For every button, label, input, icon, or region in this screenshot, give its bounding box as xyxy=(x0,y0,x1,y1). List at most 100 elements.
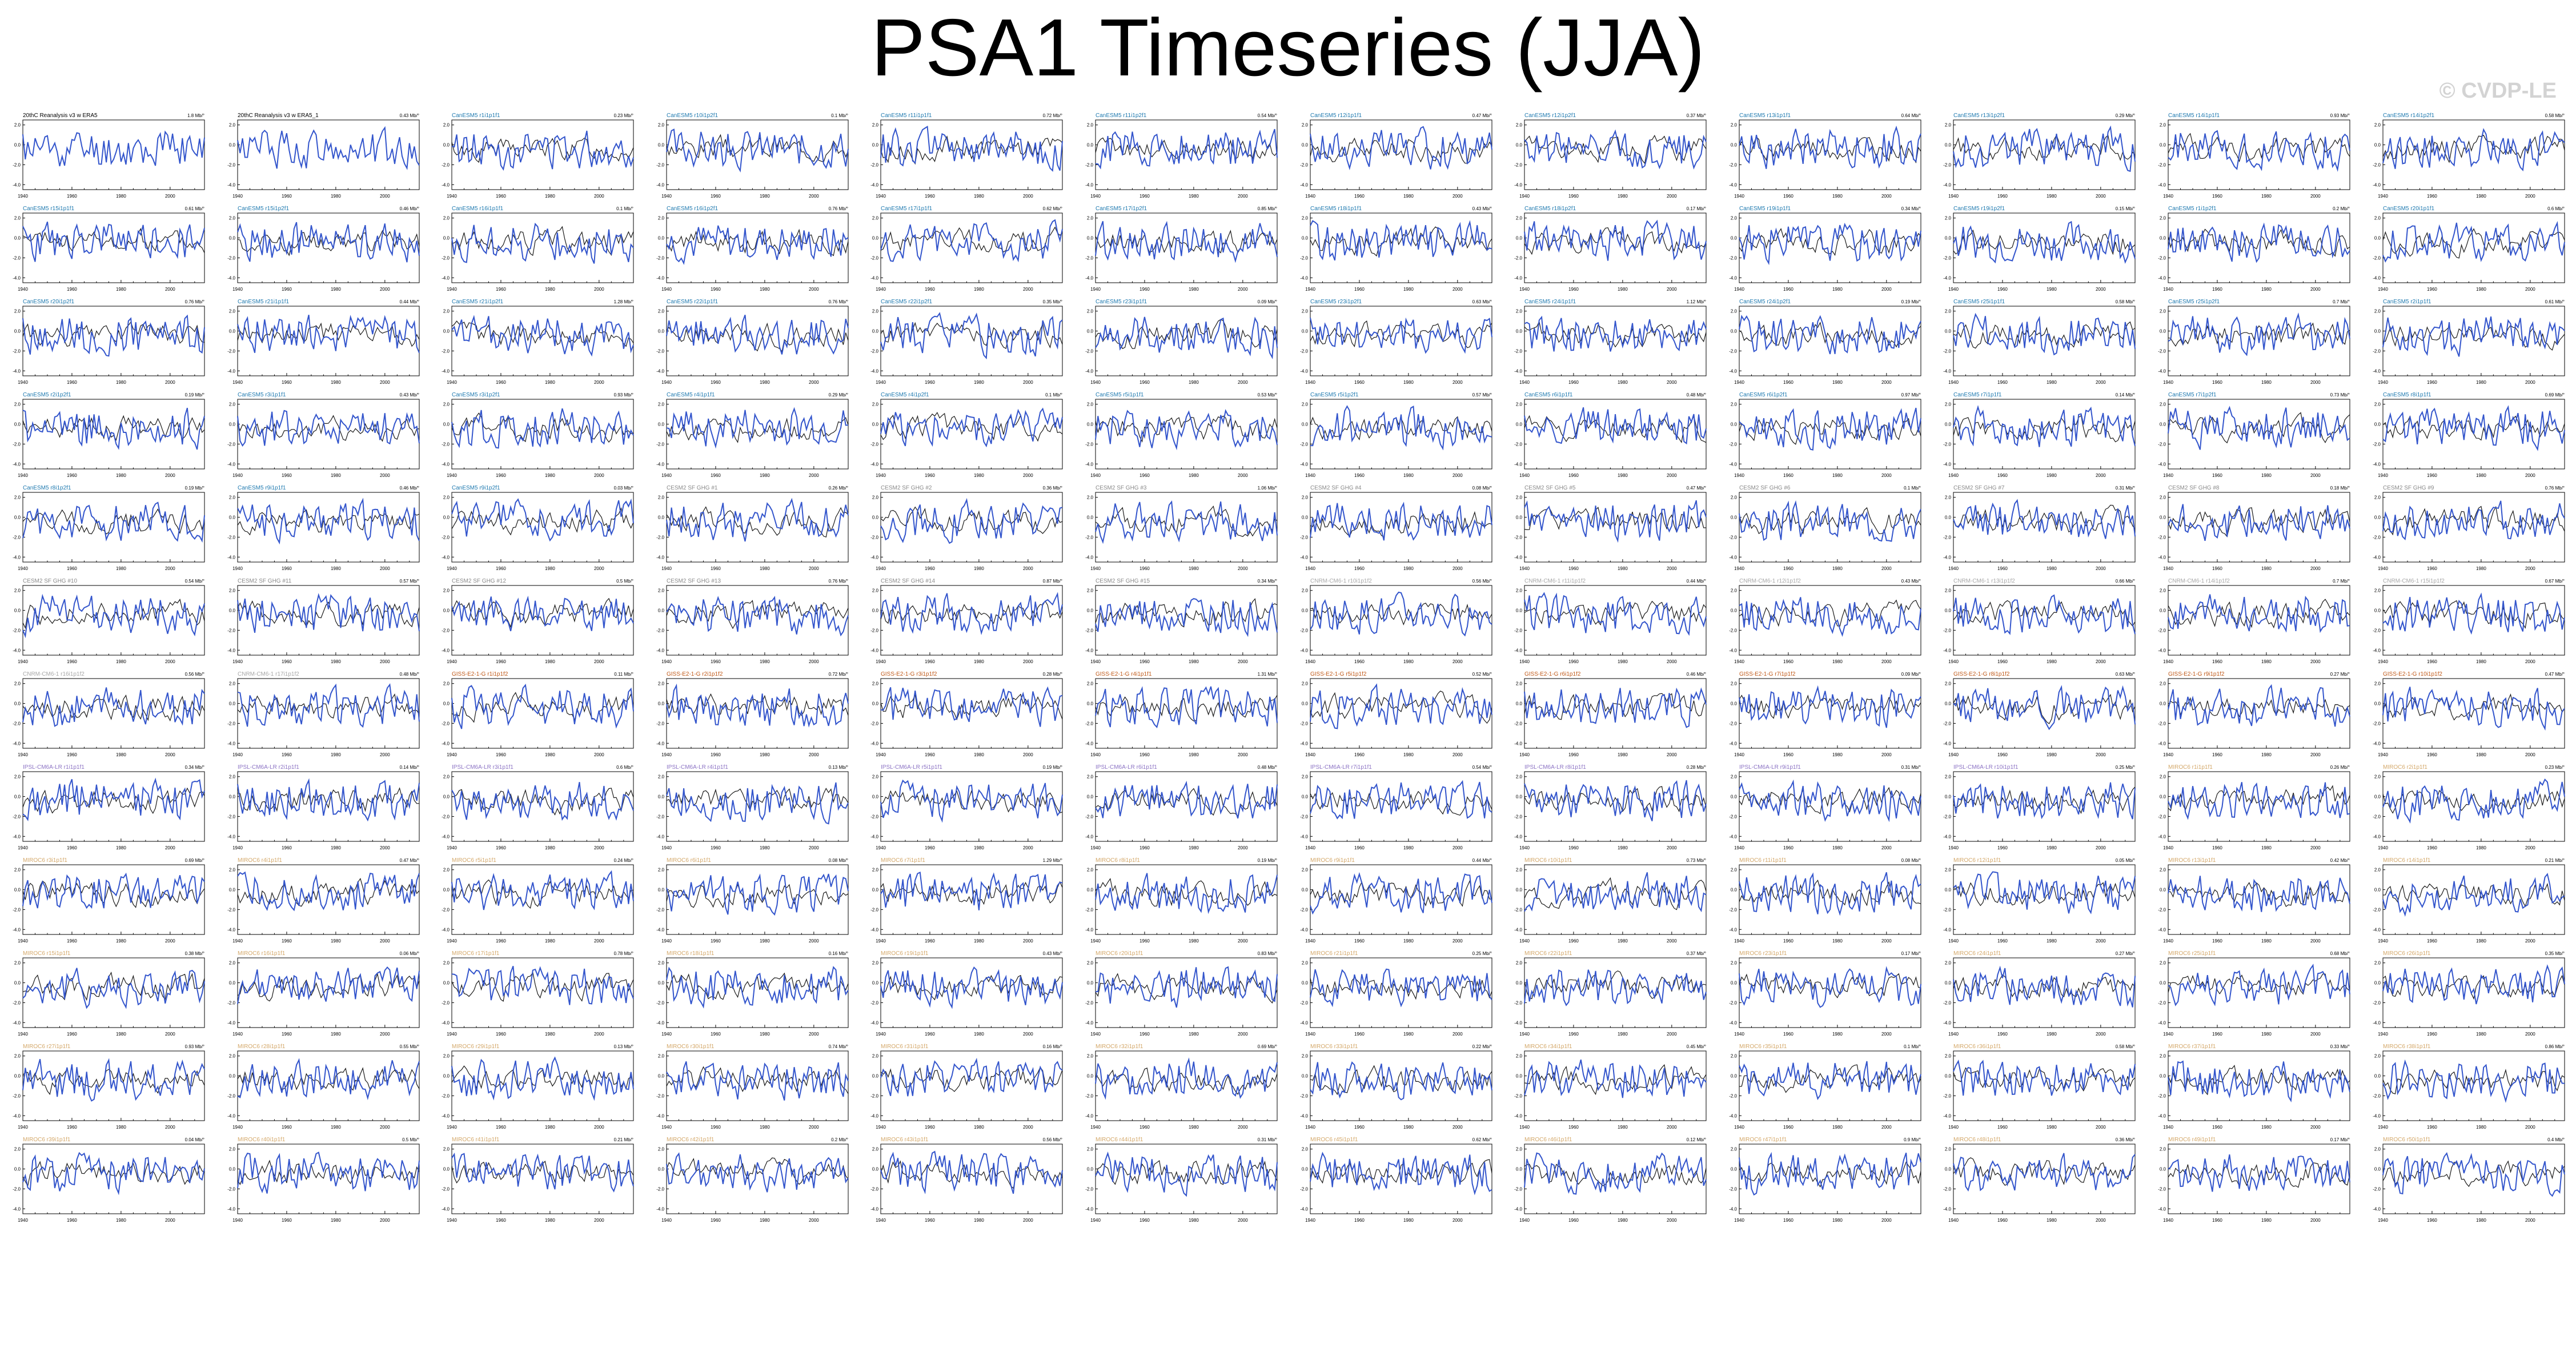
x-tick-label: 1960 xyxy=(1139,659,1150,664)
y-tick-label: 0.0 xyxy=(1731,143,1738,148)
y-tick-label: -4.0 xyxy=(1085,462,1093,467)
panel-frame xyxy=(880,678,1063,749)
x-tick-label: 1940 xyxy=(447,287,457,292)
x-tick-label: 2000 xyxy=(2096,938,2106,944)
panel-frame xyxy=(666,492,849,563)
y-tick-label: 2.0 xyxy=(443,961,450,966)
x-tick-label: 1960 xyxy=(1997,752,2008,757)
y-tick-label: 2.0 xyxy=(1731,588,1738,593)
panel-title: GISS-E2-1-G r7i1p1f2 xyxy=(1739,671,1796,677)
x-tick-label: 1960 xyxy=(496,659,506,664)
model-series-line xyxy=(236,871,420,912)
y-tick-label: -2.0 xyxy=(1514,255,1522,260)
y-tick-label: 2.0 xyxy=(1516,775,1523,780)
panel-frame xyxy=(1310,771,1492,842)
x-tick-label: 1960 xyxy=(282,938,292,944)
panel-2: 20thC Reanalysis v3 w ERA5_1 0.43 Mb/°2.0… xyxy=(227,113,420,199)
model-series-line xyxy=(2382,1152,2565,1197)
obs-series-line xyxy=(1095,506,1278,537)
model-series-line xyxy=(1524,592,1707,636)
y-tick-label: 2.0 xyxy=(658,775,665,780)
x-tick-label: 2000 xyxy=(809,380,819,385)
panel-title: CanESM5 r22i1p2f1 xyxy=(881,299,932,305)
panel-52: CESM2 SF GHG #1 0.26 Mb/°2.00.0-2.0-4.019… xyxy=(656,485,849,571)
panel-frame xyxy=(2382,399,2565,470)
obs-series-line xyxy=(1953,882,2136,906)
panel-frame xyxy=(1953,957,2136,1028)
panel-trend: 0.66 Mb/° xyxy=(2116,579,2135,584)
y-tick-label: -4.0 xyxy=(871,1206,879,1211)
panel-18: CanESM5 r17i1p2f1 0.85 Mb/°2.00.0-2.0-4.0… xyxy=(1085,206,1278,292)
y-tick-label: 0.0 xyxy=(2374,515,2381,520)
y-tick-label: -4.0 xyxy=(1514,927,1522,932)
panel-title: MIROC6 r42i1p1f1 xyxy=(667,1137,715,1143)
panel-trend: 0.69 Mb/° xyxy=(185,858,204,863)
x-tick-label: 1960 xyxy=(1139,1218,1150,1223)
y-tick-label: -4.0 xyxy=(2373,1206,2381,1211)
x-tick-label: 2000 xyxy=(594,1218,604,1223)
panel-frame xyxy=(880,771,1063,842)
y-tick-label: -4.0 xyxy=(2158,1020,2166,1025)
y-tick-label: -4.0 xyxy=(13,462,21,467)
y-tick-label: -2.0 xyxy=(656,907,664,912)
panel-131: MIROC6 r37i1p1f1 0.33 Mb/°2.00.0-2.0-4.01… xyxy=(2158,1044,2350,1130)
x-tick-label: 1980 xyxy=(1832,845,1843,850)
x-tick-label: 1960 xyxy=(1354,752,1365,757)
x-tick-label: 1980 xyxy=(331,659,341,664)
panel-frame xyxy=(2168,585,2350,656)
y-tick-label: -2.0 xyxy=(2158,162,2166,167)
x-tick-label: 1980 xyxy=(1618,566,1628,571)
panel-91: IPSL-CM6A-LR r7i1p1f1 0.54 Mb/°2.00.0-2.0… xyxy=(1300,764,1492,850)
panel-48: CanESM5 r8i1p1f1 0.69 Mb/°2.00.0-2.0-4.01… xyxy=(2373,392,2565,478)
model-series-line xyxy=(1524,1152,1707,1195)
panel-frame xyxy=(22,957,205,1028)
y-tick-label: 0.0 xyxy=(228,888,235,893)
obs-series-line xyxy=(1524,507,1707,533)
model-series-line xyxy=(22,968,205,1009)
x-tick-label: 1960 xyxy=(67,1032,77,1037)
x-tick-label: 1980 xyxy=(760,1032,770,1037)
x-tick-label: 1960 xyxy=(1354,566,1365,571)
panel-125: MIROC6 r31i1p1f1 0.16 Mb/°2.00.0-2.0-4.01… xyxy=(871,1044,1064,1130)
x-tick-label: 1940 xyxy=(2163,1218,2173,1223)
panel-76: GISS-E2-1-G r2i1p1f2 0.72 Mb/°2.00.0-2.0-… xyxy=(656,671,849,757)
panel-trend: 0.08 Mb/° xyxy=(1901,858,1920,863)
x-tick-label: 1940 xyxy=(1305,752,1315,757)
y-tick-label: 0.0 xyxy=(1731,888,1738,893)
x-tick-label: 1960 xyxy=(496,1125,506,1130)
y-tick-label: 2.0 xyxy=(1087,588,1094,593)
x-tick-label: 1940 xyxy=(18,938,28,944)
panel-title: GISS-E2-1-G r5i1p1f2 xyxy=(1310,671,1367,677)
y-tick-label: 2.0 xyxy=(1301,1147,1308,1152)
panel-trend: 1.06 Mb/° xyxy=(1258,486,1277,491)
x-tick-label: 1960 xyxy=(67,287,77,292)
x-tick-label: 1940 xyxy=(1519,1125,1530,1130)
x-tick-label: 1980 xyxy=(331,752,341,757)
x-tick-label: 1940 xyxy=(1305,287,1315,292)
model-series-line xyxy=(236,410,420,447)
model-series-line xyxy=(1095,409,1278,451)
panel-trend: 0.56 Mb/° xyxy=(1043,1137,1062,1142)
panel-trend: 0.13 Mb/° xyxy=(828,765,848,770)
y-tick-label: 2.0 xyxy=(1945,961,1952,966)
y-tick-label: -4.0 xyxy=(1300,648,1308,653)
panel-frame xyxy=(451,678,634,749)
x-tick-label: 1940 xyxy=(18,659,28,664)
panel-title: CanESM5 r25i1p2f1 xyxy=(2168,299,2220,305)
panel-trend: 0.29 Mb/° xyxy=(828,392,848,398)
y-tick-label: -2.0 xyxy=(2373,1000,2381,1005)
y-tick-label: -2.0 xyxy=(2373,1093,2381,1098)
x-tick-label: 2000 xyxy=(594,566,604,571)
y-tick-label: 0.0 xyxy=(2374,888,2381,893)
panel-trend: 0.1 Mb/° xyxy=(831,113,848,118)
x-tick-label: 1940 xyxy=(876,287,886,292)
y-tick-label: 0.0 xyxy=(2160,888,2166,893)
panel-frame xyxy=(880,1144,1063,1214)
y-tick-label: -2.0 xyxy=(2158,255,2166,260)
x-tick-label: 1940 xyxy=(2163,845,2173,850)
y-tick-label: -2.0 xyxy=(871,814,879,819)
x-tick-label: 1940 xyxy=(232,380,243,385)
obs-series-line xyxy=(1953,974,2136,1000)
y-tick-label: -2.0 xyxy=(656,1000,664,1005)
panel-trend: 1.29 Mb/° xyxy=(1043,858,1062,863)
